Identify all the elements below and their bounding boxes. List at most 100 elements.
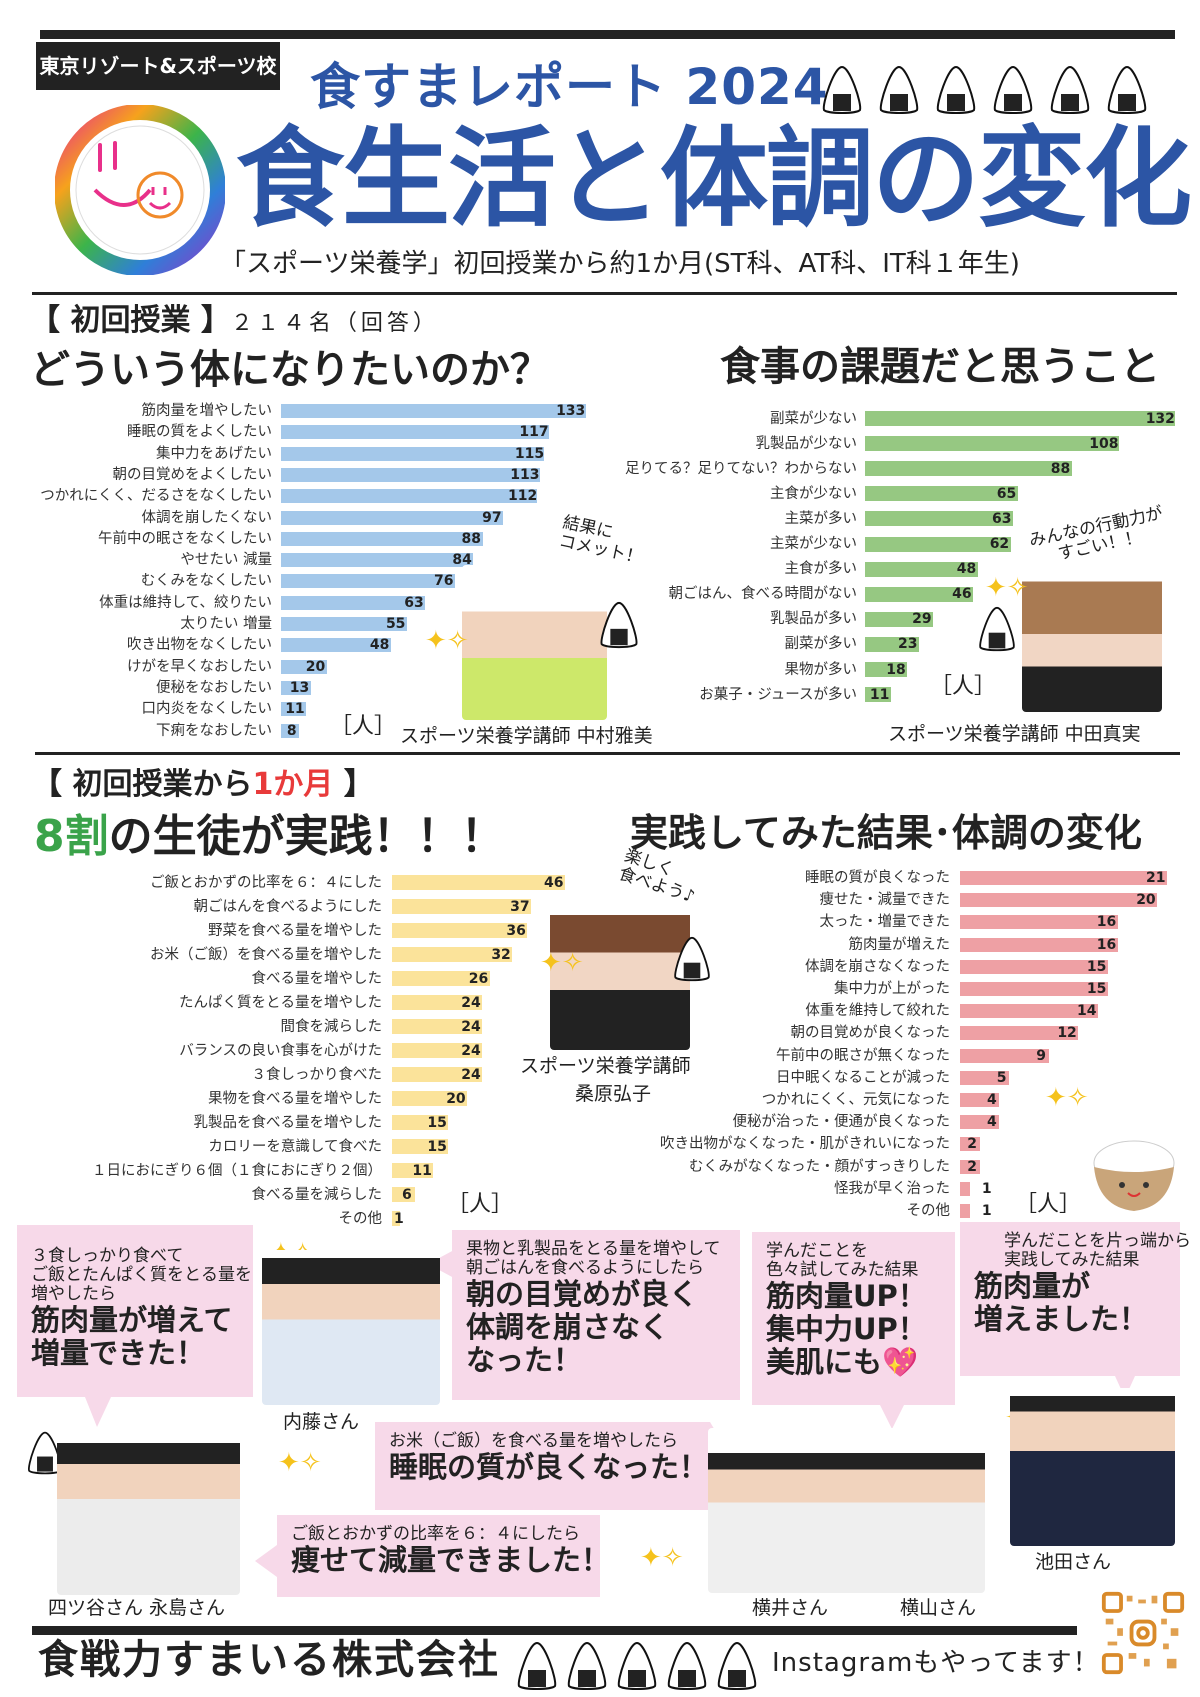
bar bbox=[865, 586, 974, 602]
instructor1-note: 結果に コメット！ bbox=[556, 512, 645, 569]
onigiri-icon bbox=[934, 64, 978, 120]
bar-value: 37 bbox=[510, 898, 530, 915]
bar-value: 18 bbox=[886, 661, 906, 678]
onigiri-row-header bbox=[820, 64, 1149, 120]
chart3-unit: ［人］ bbox=[447, 1192, 514, 1217]
bar bbox=[960, 871, 1168, 885]
bar bbox=[281, 723, 300, 738]
bar-value: 36 bbox=[506, 922, 526, 939]
subtitle: 「スポーツ栄養学」初回授業から約1か月(ST科、AT科、IT科１年生) bbox=[220, 249, 1020, 279]
sparkle-icon: ✦✧ bbox=[540, 948, 584, 978]
section2-heading-highlight: 1か月 bbox=[252, 767, 334, 802]
chart1-unit: ［人］ bbox=[330, 714, 397, 739]
onigiri-icon bbox=[1048, 64, 1092, 120]
bar-value: 9 bbox=[1036, 1047, 1046, 1064]
respondent-count: ２１４名（回答） bbox=[230, 311, 439, 336]
bar bbox=[281, 702, 307, 717]
footer-rule bbox=[32, 1626, 1077, 1635]
onigiri-icon bbox=[877, 64, 921, 120]
bar-label: 午前中の眠さが無くなった bbox=[776, 1047, 950, 1064]
onigiri-icon bbox=[1105, 64, 1149, 120]
bar-label: 主食が多い bbox=[784, 561, 858, 578]
bar-label: 主食が少ない bbox=[770, 485, 857, 502]
bar-value: 65 bbox=[996, 485, 1017, 502]
onigiri-icon bbox=[991, 64, 1035, 120]
section2-heading-prefix: 【 初回授業から bbox=[32, 767, 253, 802]
bar-value: 8 bbox=[286, 722, 297, 739]
bar bbox=[281, 425, 549, 440]
bar-label: 体重を維持して絞れた bbox=[805, 1003, 950, 1020]
chart4-title: 実践してみた結果･体調の変化 bbox=[630, 811, 1142, 855]
onigiri-icon bbox=[565, 1640, 609, 1696]
bar-label: 吹き出物をなくしたい bbox=[127, 637, 272, 654]
sparkle-icon: ✦✧ bbox=[1045, 1083, 1089, 1113]
bar bbox=[960, 959, 1108, 974]
bar-label: 睡眠の質をよくしたい bbox=[127, 424, 272, 441]
bar-label: 怪我が早く治った bbox=[834, 1180, 950, 1197]
bar-value: 133 bbox=[556, 403, 586, 419]
bar bbox=[281, 680, 311, 695]
bar-value: 88 bbox=[461, 530, 481, 547]
bar bbox=[960, 1093, 1000, 1107]
bar-label: お菓子・ジュースが多い bbox=[699, 686, 857, 703]
student-yokoyama-caption: 横山さん bbox=[900, 1597, 977, 1619]
bar-value: 4 bbox=[986, 1114, 997, 1131]
testimonial-bubble: ご飯とおかずの比率を６：４にしたら 痩せて減量できました！ bbox=[277, 1515, 610, 1597]
sparkle-icon: ✦✧ bbox=[985, 573, 1029, 603]
instagram-qr-code[interactable] bbox=[1100, 1590, 1186, 1676]
testimonial-bubble: 学んだことを 色々試してみた結果 筋肉量UP！ 集中力UP！ 美肌にも💖 bbox=[752, 1232, 955, 1405]
bar-label: たんぱく質をとる量を増やした bbox=[179, 994, 382, 1011]
bar-value: 21 bbox=[1146, 870, 1166, 886]
bar-label: 主菜が多い bbox=[784, 510, 858, 527]
onigiri-icon bbox=[615, 1640, 659, 1696]
bar-label: 副菜が多い bbox=[784, 636, 858, 653]
testimonial-result: 筋肉量UP！ 集中力UP！ 美肌にも💖 bbox=[766, 1279, 927, 1379]
bar-value: 6 bbox=[402, 1186, 412, 1203]
bar-label: １日におにぎり６個（１食におにぎり２個） bbox=[92, 1162, 382, 1179]
bar-value: 46 bbox=[952, 586, 972, 603]
onigiri-icon bbox=[715, 1640, 759, 1696]
student-ikeda-caption: 池田さん bbox=[1035, 1551, 1112, 1573]
testimonial-bubble: 学んだことを片っ端から 実践してみた結果 筋肉量が 増えました！ bbox=[960, 1222, 1191, 1376]
company-name: 食戦力すまいる株式会社 bbox=[38, 1637, 500, 1683]
main-title: 食生活と体調の変化 bbox=[236, 117, 1192, 242]
bar-label: ３食しっかり食べた bbox=[251, 1066, 383, 1083]
bar-label: むくみがなくなった・顔がすっきりした bbox=[689, 1158, 950, 1175]
bar bbox=[392, 1211, 400, 1226]
instructor1-caption: スポーツ栄養学講師 中村雅美 bbox=[400, 725, 653, 747]
student-ikeda-photo bbox=[1010, 1388, 1175, 1546]
student-yokoi-yokoyama-photo bbox=[708, 1428, 985, 1593]
bar bbox=[960, 982, 1108, 996]
bar-label: 足りてる？足りてない？わからない bbox=[625, 460, 857, 477]
bar bbox=[960, 1115, 1000, 1130]
bar-value: 132 bbox=[1145, 410, 1175, 427]
instructor3-caption-line1: スポーツ栄養学講師 bbox=[520, 1055, 691, 1077]
bar bbox=[865, 411, 1176, 426]
bar-label: 吹き出物がなくなった・肌がきれいになった bbox=[660, 1136, 950, 1153]
bar bbox=[392, 1067, 483, 1082]
bar-label: むくみをなくしたい bbox=[140, 573, 272, 590]
bar-value: 1 bbox=[981, 1180, 992, 1197]
bar-label: 野菜を食べる量を増やした bbox=[208, 922, 382, 939]
practice-claim-highlight: 8割 bbox=[34, 811, 109, 862]
bar-label: 筋肉量が増えた bbox=[848, 936, 951, 953]
bar-label: 食べる量を減らした bbox=[251, 1186, 383, 1203]
bar-label: その他 bbox=[906, 1203, 951, 1219]
bar-label: 下痢をなおしたい bbox=[156, 722, 272, 739]
bar-label: 乳製品が少ない bbox=[755, 435, 858, 452]
bar-label: 痩せた・減量できた bbox=[819, 892, 951, 909]
onigiri-icon bbox=[820, 64, 864, 120]
bar-label: 集中力をあげたい bbox=[156, 445, 272, 462]
bar-label: 主菜が少ない bbox=[770, 536, 857, 552]
bar-label: 朝ごはんを食べるようにした bbox=[193, 898, 383, 915]
bar-label: 間食を減らした bbox=[280, 1018, 383, 1035]
bar-value: 84 bbox=[452, 552, 472, 569]
section1-heading-text: 【 初回授業 】 bbox=[30, 303, 231, 338]
bar bbox=[960, 1048, 1049, 1063]
bar bbox=[960, 1004, 1099, 1019]
bar bbox=[960, 1159, 980, 1174]
section2-heading-suffix: 】 bbox=[333, 767, 374, 802]
bar bbox=[281, 617, 407, 631]
top-rule bbox=[40, 30, 1175, 39]
student-naito-caption: 内藤さん bbox=[283, 1411, 360, 1433]
